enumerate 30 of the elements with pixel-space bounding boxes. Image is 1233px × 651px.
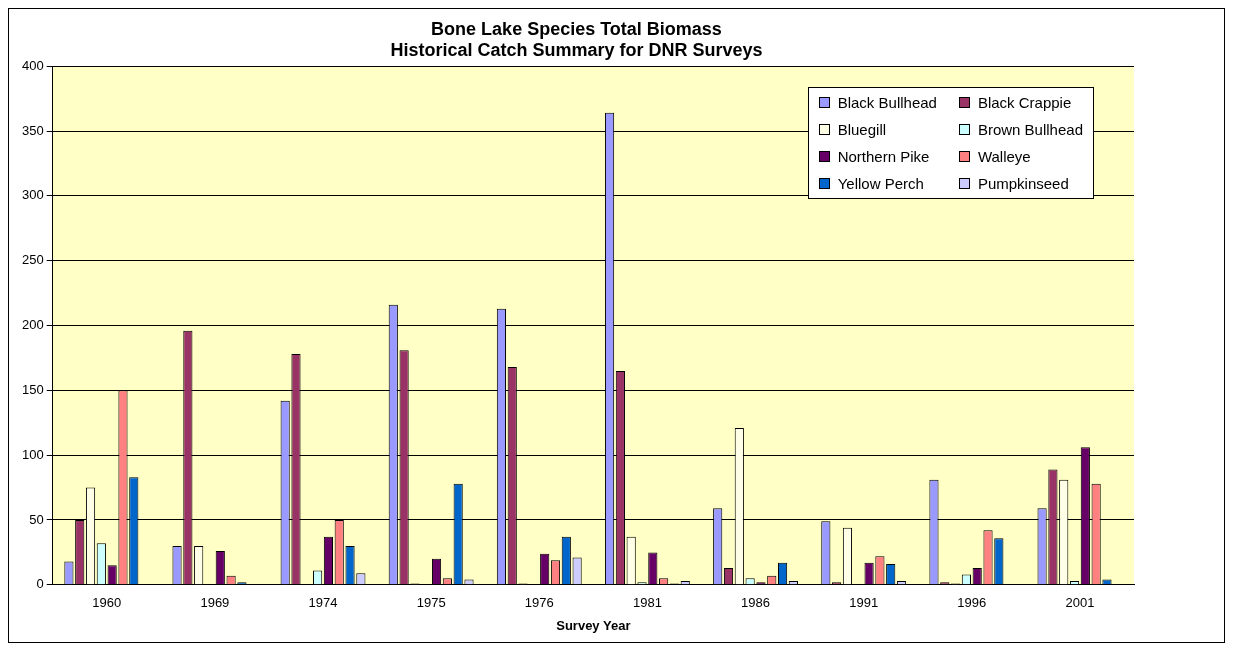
y-tick-label: 200 xyxy=(21,317,44,333)
legend-label: Brown Bullhead xyxy=(977,121,1083,138)
chart-subtitle: Historical Catch Summary for DNR Surveys xyxy=(390,40,763,61)
x-tick-label: 1975 xyxy=(416,595,446,611)
x-tick-label: 1996 xyxy=(957,595,987,611)
x-axis-title: Survey Year xyxy=(556,617,631,633)
x-tick-label: 1981 xyxy=(632,595,662,611)
legend-label: Bluegill xyxy=(837,121,887,138)
y-tick-label: 0 xyxy=(36,576,44,592)
x-tick-label: 1986 xyxy=(741,595,770,611)
chart-title: Bone Lake Species Total Biomass xyxy=(431,18,722,39)
x-tick-label: 1976 xyxy=(524,595,554,611)
y-tick-label: 350 xyxy=(21,122,44,138)
y-tick-label: 400 xyxy=(21,57,44,73)
legend-label: Black Bullhead xyxy=(837,94,937,111)
legend-label: Walleye xyxy=(977,148,1031,165)
y-tick-label: 100 xyxy=(21,446,44,462)
x-tick-label: 1969 xyxy=(200,595,230,611)
y-tick-label: 50 xyxy=(29,511,44,527)
x-tick-label: 1960 xyxy=(92,595,122,611)
x-tick-label: 1991 xyxy=(849,595,879,611)
legend-label: Yellow Perch xyxy=(837,175,924,192)
legend-label: Northern Pike xyxy=(837,148,930,165)
y-tick-label: 150 xyxy=(21,381,44,397)
legend-label: Pumpkinseed xyxy=(977,175,1069,192)
y-tick-label: 250 xyxy=(21,252,44,268)
legend-label: Black Crappie xyxy=(977,94,1072,111)
y-tick-label: 300 xyxy=(21,187,44,203)
x-tick-label: 2001 xyxy=(1065,595,1095,611)
x-tick-label: 1974 xyxy=(308,595,338,611)
